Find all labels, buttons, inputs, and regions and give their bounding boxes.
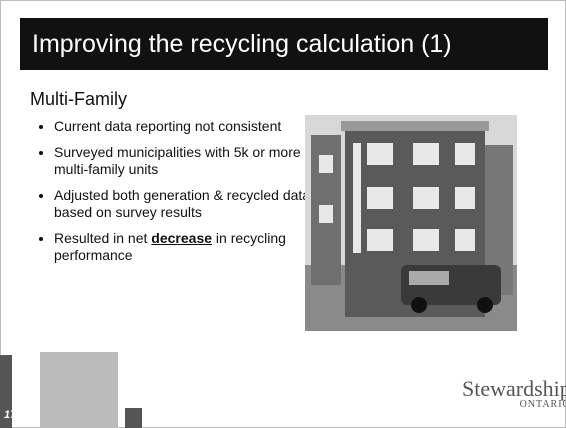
- bullet: Surveyed municipalities with 5k or more …: [54, 144, 316, 178]
- slide-title: Improving the recycling calculation (1): [20, 18, 548, 70]
- bullet-text: Resulted in net: [54, 230, 147, 246]
- bullet: Current data reporting not consistent: [54, 118, 316, 135]
- slide: Improving the recycling calculation (1) …: [0, 0, 566, 428]
- building-photo: [305, 115, 517, 331]
- deco-bar: [40, 352, 118, 428]
- logo: Stewardship ONTARIO: [462, 376, 566, 410]
- deco-bar: [125, 408, 142, 428]
- emphasis: decrease: [151, 230, 212, 246]
- bullet: Resulted in net decrease in recycling pe…: [54, 230, 316, 264]
- bullet-list: Current data reporting not consistent Su…: [36, 118, 316, 273]
- slide-number: 17: [4, 409, 16, 421]
- section-heading: Multi-Family: [30, 89, 127, 110]
- bullet: Adjusted both generation & recycled data…: [54, 187, 316, 221]
